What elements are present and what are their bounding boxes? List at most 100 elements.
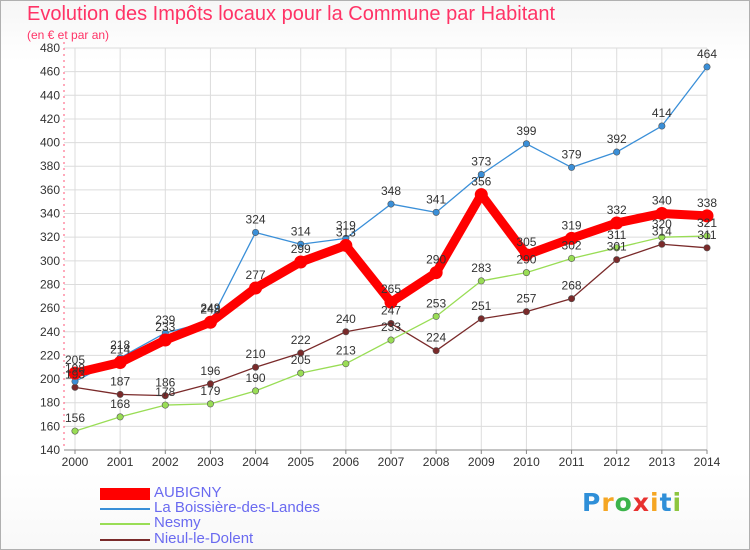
x-tick-label: 2008	[423, 455, 450, 469]
data-label: 214	[110, 343, 130, 357]
data-label: 190	[246, 371, 266, 385]
data-point	[658, 240, 666, 248]
y-tick-label: 360	[40, 183, 60, 197]
logo-letter: o	[614, 488, 633, 517]
data-point	[206, 380, 214, 388]
data-point	[613, 244, 621, 252]
data-point	[68, 366, 82, 380]
data-point	[252, 363, 260, 371]
data-point	[429, 266, 443, 280]
data-point	[158, 333, 172, 347]
legend-label: Nesmy	[154, 514, 201, 531]
logo-letter: r	[601, 488, 615, 517]
data-point	[387, 336, 395, 344]
data-point	[387, 319, 395, 327]
data-label: 198	[65, 361, 85, 375]
x-tick-label: 2011	[559, 455, 585, 469]
data-label: 249	[200, 301, 220, 315]
data-label: 305	[516, 235, 536, 249]
y-tick-label: 220	[40, 348, 60, 362]
data-point	[703, 232, 711, 240]
x-tick-label: 2010	[513, 455, 540, 469]
data-label: 399	[516, 124, 536, 138]
data-label: 299	[291, 242, 311, 256]
data-point	[71, 427, 79, 435]
data-label: 332	[607, 203, 627, 217]
data-point	[613, 148, 621, 156]
y-tick-label: 300	[40, 254, 60, 268]
data-label: 379	[562, 147, 582, 161]
legend-label: AUBIGNY	[154, 484, 222, 501]
data-point	[116, 413, 124, 421]
y-tick-label: 180	[40, 396, 60, 410]
data-point	[658, 122, 666, 130]
x-tick-label: 2014	[694, 455, 721, 469]
legend-label: La Boissière-des-Landes	[154, 499, 320, 516]
data-point	[71, 383, 79, 391]
data-point	[700, 209, 714, 223]
y-tick-label: 200	[40, 372, 60, 386]
chart-title: Evolution des Impôts locaux pour la Comm…	[27, 3, 556, 25]
data-point	[161, 401, 169, 409]
axes: 140 160 180 200 220 240 260 280 300 320 340 360 380 4…	[40, 41, 721, 469]
data-point	[432, 208, 440, 216]
data-point	[519, 248, 533, 262]
data-label: 340	[652, 194, 672, 208]
data-point	[249, 281, 263, 295]
data-label: 247	[381, 303, 401, 317]
y-tick-label: 460	[40, 65, 60, 79]
data-label: 338	[697, 196, 717, 210]
data-label: 324	[246, 212, 266, 226]
data-label: 321	[697, 216, 717, 230]
data-point	[116, 390, 124, 398]
y-tick-label: 440	[40, 88, 60, 102]
data-point	[474, 188, 488, 202]
data-point	[522, 140, 530, 148]
data-label: 178	[155, 385, 175, 399]
data-label: 314	[652, 224, 672, 238]
data-point	[477, 171, 485, 179]
data-label: 301	[607, 240, 627, 254]
data-point	[568, 163, 576, 171]
logo-letter: t	[659, 488, 673, 517]
data-point	[703, 244, 711, 252]
data-label: 268	[562, 279, 582, 293]
data-label: 251	[471, 299, 491, 313]
data-point	[252, 228, 260, 236]
legend-swatch	[100, 508, 150, 510]
data-point	[432, 347, 440, 355]
data-point	[655, 207, 669, 221]
y-tick-label: 240	[40, 325, 60, 339]
data-label: 265	[381, 282, 401, 296]
data-point	[568, 295, 576, 303]
data-label: 414	[652, 106, 672, 120]
data-point	[477, 315, 485, 323]
data-point	[522, 308, 530, 316]
data-point	[477, 277, 485, 285]
data-label: 313	[336, 225, 356, 239]
y-tick-label: 140	[40, 443, 60, 457]
data-label: 257	[516, 292, 536, 306]
data-label: 210	[246, 347, 266, 361]
data-label: 187	[110, 374, 130, 388]
data-label: 253	[426, 296, 446, 310]
data-label: 186	[155, 376, 175, 390]
y-tick-label: 160	[40, 419, 60, 433]
data-label: 205	[291, 353, 311, 367]
logo-letter: P	[582, 488, 602, 517]
legend-label: Nieul-le-Dolent	[154, 530, 254, 547]
series-layer	[68, 63, 714, 435]
y-tick-label: 380	[40, 159, 60, 173]
data-label: 320	[652, 217, 672, 231]
data-point	[339, 238, 353, 252]
x-tick-label: 2001	[107, 455, 134, 469]
legend-swatch	[100, 523, 150, 525]
data-label: 205	[65, 353, 85, 367]
data-point	[203, 315, 217, 329]
y-tick-label: 480	[40, 41, 60, 55]
data-point	[297, 240, 305, 248]
data-label: 392	[607, 132, 627, 146]
data-point	[387, 200, 395, 208]
logo-letter: x	[632, 488, 650, 517]
